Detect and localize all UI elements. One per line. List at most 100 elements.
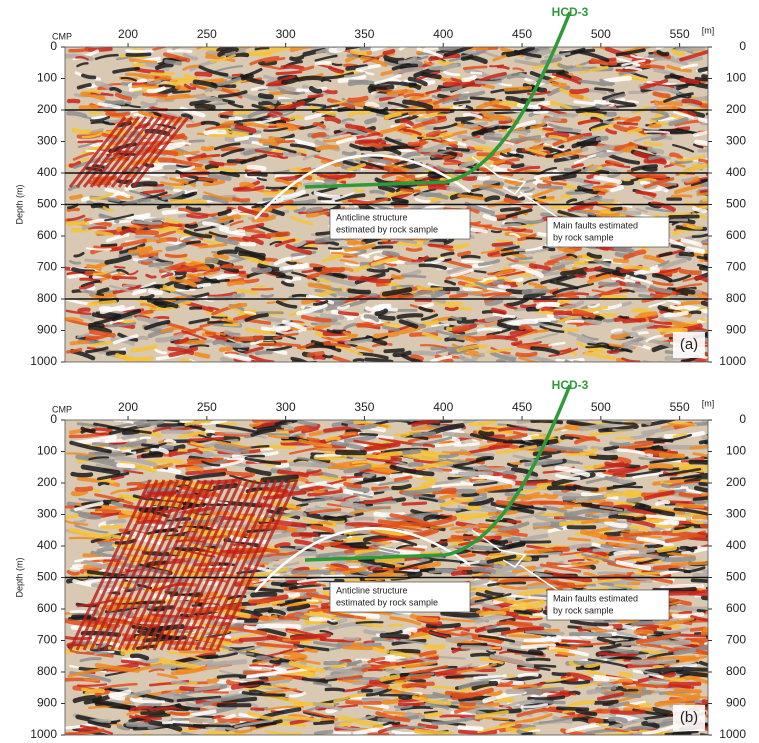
seismic-wavelet <box>68 572 78 574</box>
seismic-wavelet <box>707 203 720 204</box>
seismic-wavelet <box>203 148 212 149</box>
seismic-wavelet <box>317 63 330 64</box>
seismic-wavelet <box>493 310 505 313</box>
seismic-wavelet <box>673 563 713 564</box>
y-tick-label: 1000 <box>30 354 57 368</box>
seismic-wavelet <box>519 674 537 676</box>
seismic-wavelet <box>492 541 506 542</box>
seismic-wavelet <box>597 214 618 215</box>
seismic-wavelet <box>707 465 727 466</box>
seismic-wavelet <box>414 353 435 354</box>
seismic-wavelet <box>132 656 147 659</box>
seismic-wavelet <box>677 505 702 506</box>
seismic-wavelet <box>642 66 663 68</box>
seismic-wavelet <box>315 722 332 723</box>
seismic-wavelet <box>376 95 397 97</box>
seismic-wavelet <box>471 98 494 100</box>
seismic-wavelet <box>217 424 236 425</box>
seismic-wavelet <box>571 94 581 97</box>
seismic-wavelet <box>702 183 723 185</box>
seismic-wavelet <box>145 219 163 220</box>
seismic-wavelet <box>513 131 525 133</box>
seismic-wavelet <box>568 192 586 193</box>
y-tick-label: 900 <box>37 323 57 337</box>
seismic-wavelet <box>318 280 330 281</box>
seismic-wavelet <box>144 191 164 193</box>
seismic-wavelet <box>234 199 248 200</box>
seismic-wavelet <box>160 86 174 87</box>
seismic-wavelet <box>257 352 271 353</box>
seismic-wavelet <box>600 284 617 285</box>
seismic-wavelet <box>100 483 108 484</box>
seismic-wavelet <box>314 134 325 136</box>
seismic-wavelet <box>707 94 734 99</box>
seismic-wavelet <box>167 96 188 99</box>
seismic-wavelet <box>159 228 175 230</box>
seismic-wavelet <box>127 54 149 55</box>
seismic-wavelet <box>598 573 625 574</box>
seismic-wavelet <box>509 188 528 189</box>
seismic-wavelet <box>624 687 642 688</box>
seismic-wavelet <box>405 95 422 97</box>
seismic-wavelet <box>403 688 412 689</box>
x-tick-label: 200 <box>118 27 138 41</box>
seismic-wavelet <box>532 701 564 702</box>
seismic-wavelet <box>423 483 433 485</box>
seismic-wavelet <box>70 50 87 51</box>
seismic-wavelet <box>250 666 260 667</box>
seismic-wavelet <box>680 302 699 304</box>
seismic-wavelet <box>430 187 448 188</box>
seismic-wavelet <box>222 123 234 126</box>
seismic-wavelet <box>535 524 549 525</box>
seismic-wavelet <box>364 474 373 475</box>
seismic-wavelet <box>707 716 729 719</box>
x-tick-label: 450 <box>512 27 532 41</box>
seismic-wavelet <box>90 112 102 113</box>
seismic-wavelet <box>211 163 222 165</box>
seismic-wavelet <box>455 102 470 104</box>
seismic-wavelet <box>207 260 217 262</box>
seismic-wavelet <box>371 86 392 87</box>
seismic-wavelet <box>111 248 121 250</box>
seismic-wavelet <box>252 709 263 710</box>
seismic-wavelet <box>259 433 289 434</box>
seismic-wavelet <box>549 488 574 489</box>
seismic-wavelet <box>543 119 559 121</box>
seismic-wavelet <box>326 517 345 519</box>
y-tick-label-right: 1000 <box>719 354 746 368</box>
seismic-wavelet <box>674 614 703 616</box>
seismic-wavelet <box>69 275 85 277</box>
seismic-wavelet <box>453 537 493 538</box>
seismic-wavelet <box>558 708 587 709</box>
seismic-wavelet <box>277 72 301 74</box>
seismic-wavelet <box>374 306 389 308</box>
seismic-wavelet <box>329 248 341 249</box>
seismic-wavelet <box>455 444 478 446</box>
seismic-wavelet <box>195 415 231 420</box>
x-tick-label: 500 <box>591 27 611 41</box>
seismic-wavelet <box>442 253 453 255</box>
seismic-wavelet <box>133 222 160 223</box>
seismic-wavelet <box>612 208 621 209</box>
seismic-wavelet <box>181 651 214 652</box>
seismic-wavelet <box>624 320 644 321</box>
y-tick-label-right: 800 <box>726 291 746 305</box>
seismic-wavelet <box>134 65 144 66</box>
seismic-wavelet <box>99 480 113 482</box>
seismic-wavelet <box>351 546 368 547</box>
seismic-wavelet <box>690 538 717 540</box>
seismic-wavelet <box>403 503 425 504</box>
seismic-wavelet <box>230 118 241 119</box>
seismic-wavelet <box>393 486 409 488</box>
y-tick-label-right: 500 <box>726 197 746 211</box>
seismic-wavelet <box>83 75 94 77</box>
seismic-wavelet <box>86 49 110 50</box>
seismic-wavelet <box>602 546 611 548</box>
seismic-wavelet <box>701 319 715 321</box>
seismic-wavelet <box>140 112 151 114</box>
seismic-wavelet <box>152 73 174 74</box>
seismic-wavelet <box>410 464 421 465</box>
seismic-wavelet <box>325 90 336 92</box>
seismic-wavelet <box>187 226 196 227</box>
seismic-wavelet <box>681 271 700 273</box>
